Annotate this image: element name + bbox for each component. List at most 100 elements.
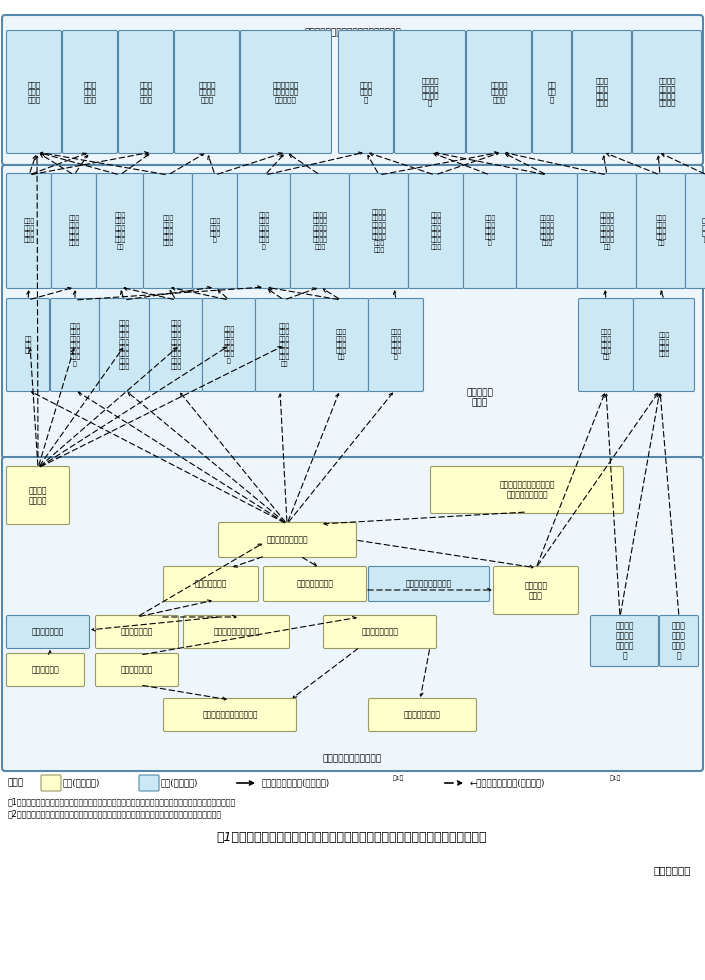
FancyBboxPatch shape	[6, 466, 70, 524]
FancyBboxPatch shape	[2, 457, 703, 771]
FancyBboxPatch shape	[338, 30, 393, 154]
FancyBboxPatch shape	[369, 699, 477, 731]
FancyBboxPatch shape	[369, 566, 489, 602]
FancyBboxPatch shape	[431, 466, 623, 514]
FancyBboxPatch shape	[324, 615, 436, 649]
FancyBboxPatch shape	[395, 30, 465, 154]
FancyBboxPatch shape	[240, 30, 331, 154]
Text: 集落人口の減少: 集落人口の減少	[121, 665, 153, 674]
FancyBboxPatch shape	[95, 654, 178, 687]
Text: 組合員
の意思
反映の
困難化: 組合員 の意思 反映の 困難化	[596, 77, 608, 107]
FancyBboxPatch shape	[6, 615, 90, 649]
FancyBboxPatch shape	[97, 173, 144, 288]
Text: 農業水利
施設の老
朿化の進
行: 農業水利 施設の老 朿化の進 行	[615, 621, 634, 661]
Text: 米の農
業産出
額の減
少: 米の農 業産出 額の減 少	[672, 621, 686, 661]
FancyBboxPatch shape	[350, 173, 408, 288]
FancyBboxPatch shape	[314, 299, 369, 391]
Text: 混住化の進行: 混住化の進行	[32, 665, 59, 674]
FancyBboxPatch shape	[41, 775, 61, 791]
Text: 短期の
土地利
用権を
設定し
た農地
での水
利用者
の増加: 短期の 土地利 用権を 設定し た農地 での水 利用者 の増加	[119, 320, 130, 369]
Text: 土地改
良区の
合併の
進展: 土地改 良区の 合併の 進展	[702, 219, 705, 243]
Text: 影響を及ぼす関係(定量分析): 影響を及ぼす関係(定量分析)	[262, 778, 330, 788]
Text: 農業就業者の高齢化の進行: 農業就業者の高齢化の進行	[202, 710, 258, 719]
Text: 土地改良区の組織運営管理に及ぼす影響: 土地改良区の組織運営管理に及ぼす影響	[304, 28, 401, 37]
Text: 土地持ち非農家の増加: 土地持ち非農家の増加	[214, 627, 259, 636]
Text: 農地転用の進行: 農地転用の進行	[121, 627, 153, 636]
Text: 要素(定性分析): 要素(定性分析)	[161, 778, 198, 788]
Text: 水管理主体
の変化: 水管理主体 の変化	[467, 388, 494, 408]
FancyBboxPatch shape	[6, 173, 51, 288]
Text: 水口の操
作管理が
過重な負
担となる
水利用者
の増加: 水口の操 作管理が 過重な負 担となる 水利用者 の増加	[312, 213, 328, 250]
Text: 集落に
よる水
路の維
持管理
活動の
停滞: 集落に よる水 路の維 持管理 活動の 停滞	[114, 213, 125, 250]
FancyBboxPatch shape	[634, 299, 694, 391]
FancyBboxPatch shape	[149, 299, 202, 391]
Text: 分水工
単位で
の操作
管理の
増加: 分水工 単位で の操作 管理の 増加	[336, 329, 347, 361]
FancyBboxPatch shape	[532, 30, 572, 154]
Text: 耕作放棄地
の増加: 耕作放棄地 の増加	[525, 581, 548, 600]
Text: 農業就業者の減少: 農業就業者の減少	[362, 627, 398, 636]
FancyBboxPatch shape	[51, 299, 99, 391]
Text: 集落機能の低下: 集落機能の低下	[32, 627, 64, 636]
Text: 賦課金
彴収の
困難化: 賦課金 彴収の 困難化	[140, 81, 152, 103]
Text: 農業後継者の減少: 農業後継者の減少	[404, 710, 441, 719]
FancyBboxPatch shape	[637, 173, 685, 288]
FancyBboxPatch shape	[95, 615, 178, 649]
FancyBboxPatch shape	[591, 615, 658, 666]
FancyBboxPatch shape	[579, 299, 634, 391]
Text: 注1）: 注1）	[610, 775, 621, 781]
Text: 水路の
維持管
理労力
負担の
不明確
化: 水路の 維持管 理労力 負担の 不明確 化	[258, 213, 269, 250]
FancyBboxPatch shape	[118, 30, 173, 154]
Text: 河川協
議業務
の増加: 河川協 議業務 の増加	[27, 81, 41, 103]
Text: 配水業
務の増
加: 配水業 務の増 加	[360, 81, 372, 103]
Text: 支出
の増
加: 支出 の増 加	[548, 81, 556, 103]
FancyBboxPatch shape	[493, 566, 579, 614]
FancyBboxPatch shape	[2, 165, 703, 458]
FancyBboxPatch shape	[202, 299, 255, 391]
Text: 注1）「農地転用の進行」は「貸付耕地の増加」に負の影響を与え、それ以外の要素は正の影響を与える。: 注1）「農地転用の進行」は「貸付耕地の増加」に負の影響を与え、それ以外の要素は正…	[8, 797, 236, 806]
Text: 水路の維
持管理労
力負担に
おける不
平等感の
増加: 水路の維 持管理労 力負担に おける不 平等感の 増加	[599, 213, 615, 250]
Text: 水利秩序を守
らない者への
対応の増加: 水利秩序を守 らない者への 対応の増加	[273, 81, 299, 103]
FancyBboxPatch shape	[144, 173, 192, 288]
Text: 凡例：: 凡例：	[8, 778, 24, 788]
Text: ←影響を及ぼす関係(定性剆析): ←影響を及ぼす関係(定性剆析)	[470, 778, 546, 788]
FancyBboxPatch shape	[255, 299, 314, 391]
Text: 土地改
良区内
での合
意形成
の困難
化: 土地改 良区内 での合 意形成 の困難 化	[223, 326, 235, 364]
Text: 水需
要の
変動: 水需 要の 変動	[24, 336, 32, 354]
Text: 農業・農村の構造の変化: 農業・農村の構造の変化	[322, 754, 381, 763]
FancyBboxPatch shape	[164, 699, 297, 731]
FancyBboxPatch shape	[685, 173, 705, 288]
Text: 貸付耕地の増加: 貸付耕地の増加	[195, 579, 227, 589]
Text: 整備を要
する定欺
・諸規定
等の増加: 整備を要 する定欺 ・諸規定 等の増加	[658, 77, 676, 107]
FancyBboxPatch shape	[264, 566, 367, 602]
Text: 集落の
配水慣
行に疏
遠な水
利用者
の増加: 集落の 配水慣 行に疏 遠な水 利用者 の増加	[430, 213, 441, 250]
Text: 水管理
の費用
負担の
困難化: 水管理 の費用 負担の 困難化	[658, 333, 670, 358]
Text: 地域用水
の機能の
受益に乏
しく意識
の低い水
利用者
の増加: 地域用水 の機能の 受益に乏 しく意識 の低い水 利用者 の増加	[372, 210, 386, 253]
Text: 維持管
理業務
の増加: 維持管 理業務 の増加	[83, 81, 97, 103]
FancyBboxPatch shape	[183, 615, 290, 649]
FancyBboxPatch shape	[6, 30, 61, 154]
FancyBboxPatch shape	[572, 30, 632, 154]
FancyBboxPatch shape	[6, 654, 85, 687]
Text: 費用負
担者の
不明確
化: 費用負 担者の 不明確 化	[209, 219, 221, 243]
Text: 土地改
良事業
の同意
集めの
困難化: 土地改 良事業 の同意 集めの 困難化	[68, 216, 80, 246]
FancyBboxPatch shape	[99, 299, 149, 391]
FancyBboxPatch shape	[467, 30, 532, 154]
Text: 土地改
良区組
合員で
はない
水利用
者の増
加: 土地改 良区組 合員で はない 水利用 者の増 加	[69, 323, 80, 367]
FancyBboxPatch shape	[192, 173, 238, 288]
Text: 不在村
の土地
持ち非
農家か
ら土地
改良区
組合員
の増加: 不在村 の土地 持ち非 農家か ら土地 改良区 組合員 の増加	[171, 320, 182, 369]
FancyBboxPatch shape	[219, 522, 357, 558]
FancyBboxPatch shape	[577, 173, 637, 288]
Text: 要素(定量分析): 要素(定量分析)	[63, 778, 100, 788]
Text: 土地改良
区内での
意思決定
不平等感
の増加: 土地改良 区内での 意思決定 不平等感 の増加	[539, 216, 555, 246]
Text: 図1　水管理主体の変化が土地改良区の組織運営管理に及ぼす影響の因果モデル: 図1 水管理主体の変化が土地改良区の組織運営管理に及ぼす影響の因果モデル	[216, 831, 487, 844]
Text: 大規模経営体の増加: 大規模経営体の増加	[266, 535, 308, 545]
Text: 再編を
要する
水利組
織の増
加: 再編を 要する 水利組 織の増 加	[484, 216, 496, 246]
FancyBboxPatch shape	[139, 775, 159, 791]
Text: 新たな栄培技術の導入: 新たな栄培技術の導入	[406, 579, 452, 589]
Text: 適切な意
思決定の
困難化: 適切な意 思決定の 困難化	[490, 81, 508, 103]
Text: 法人経営体の増加: 法人経営体の増加	[297, 579, 333, 589]
Text: 注1）: 注1）	[393, 775, 405, 781]
Text: 変更を
要する
水利権
の増加: 変更を 要する 水利権 の増加	[23, 219, 35, 243]
Text: 水路の
維持管
理労力
負担の
増加: 水路の 維持管 理労力 負担の 増加	[601, 329, 612, 361]
FancyBboxPatch shape	[408, 173, 463, 288]
